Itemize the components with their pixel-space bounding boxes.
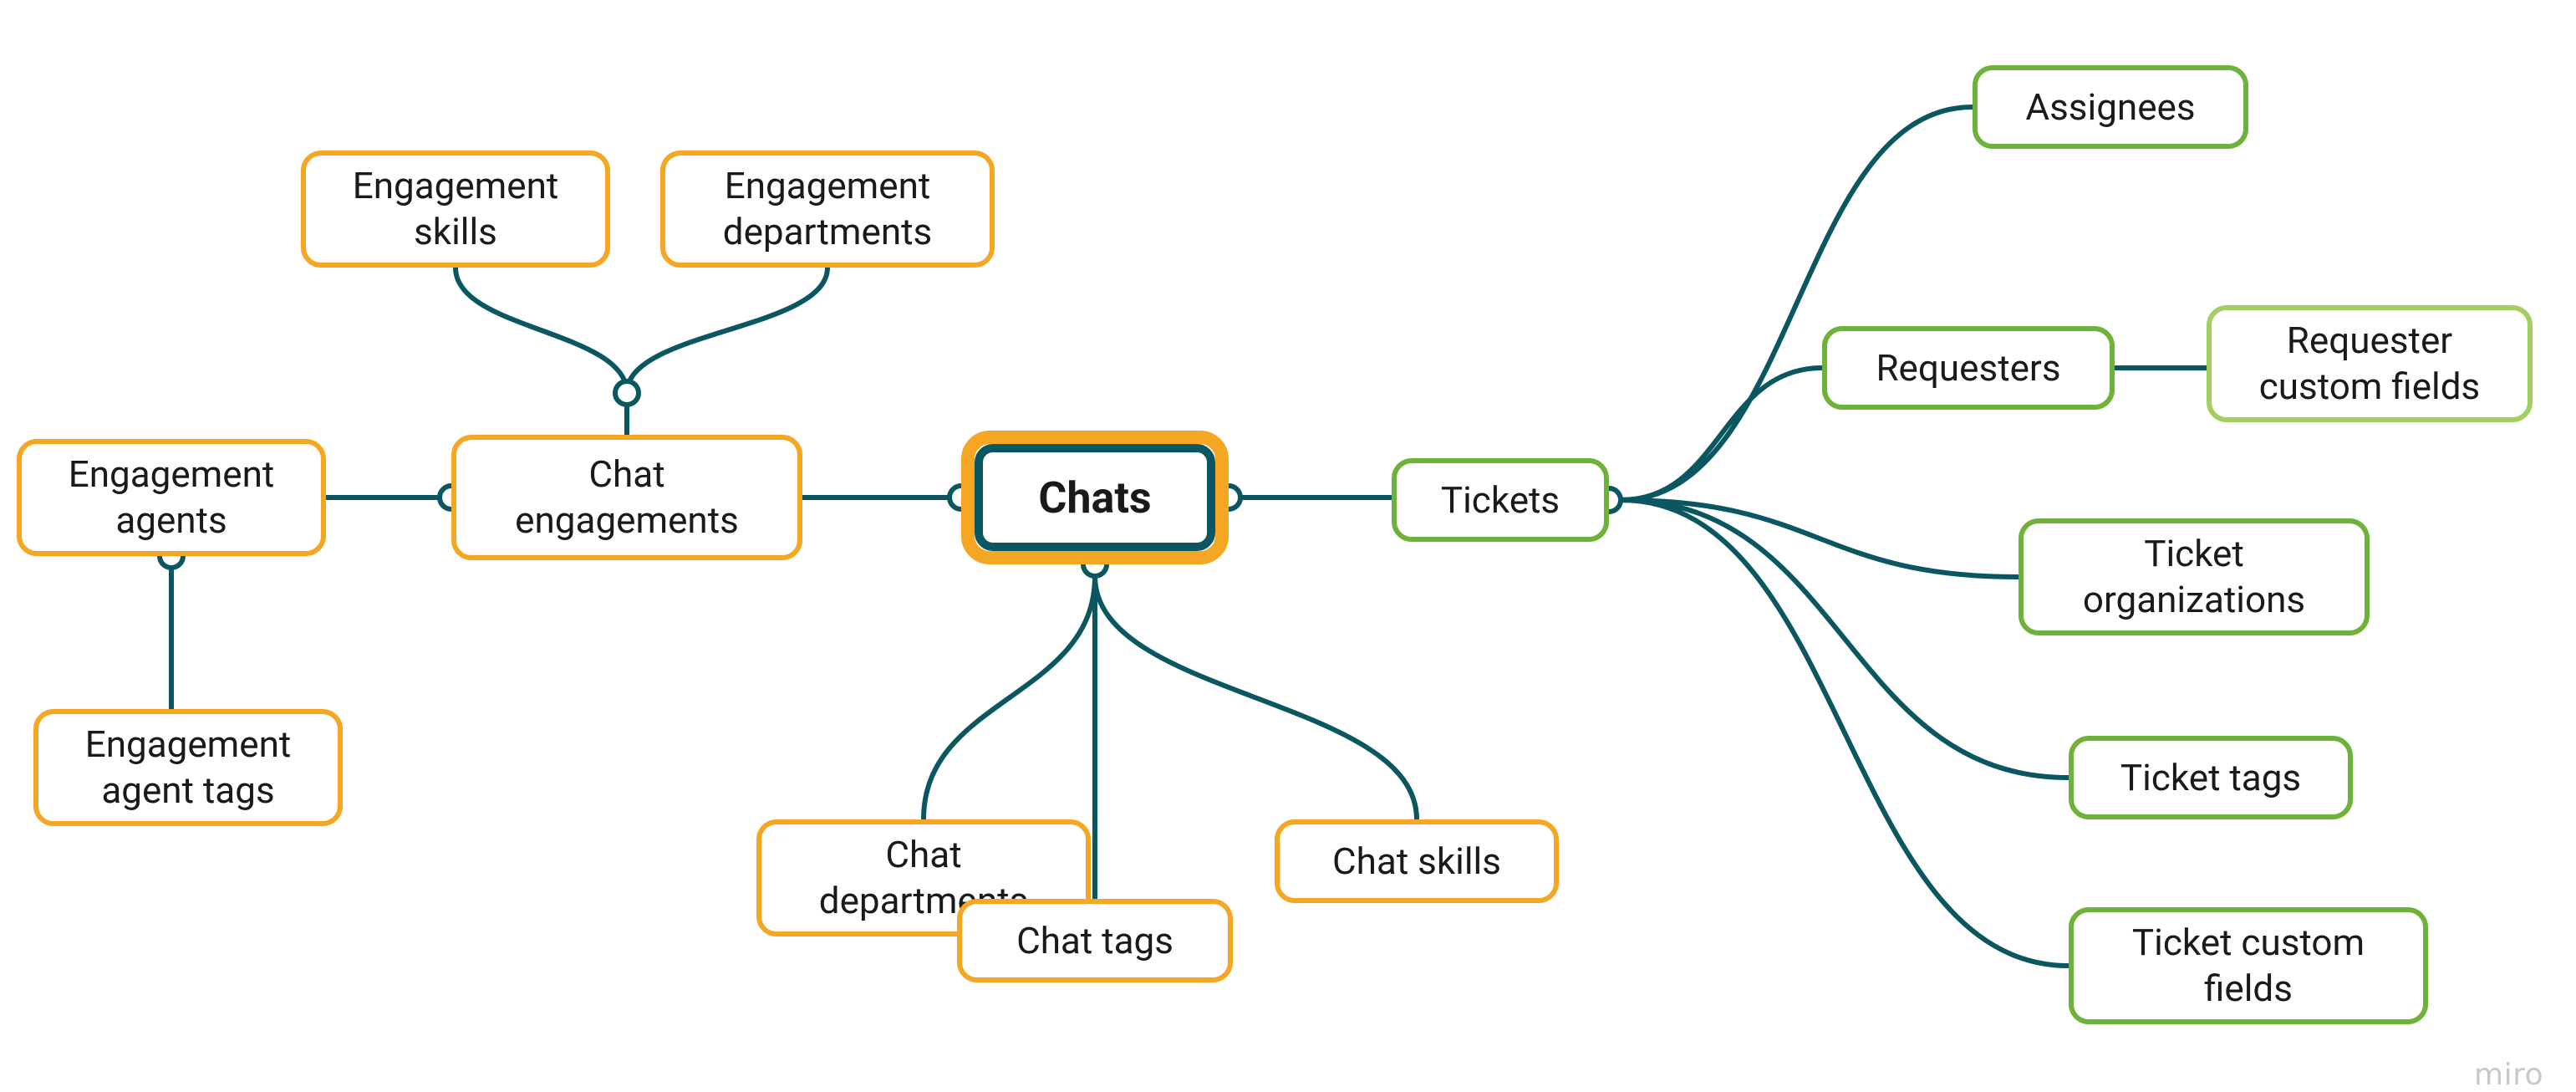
node-ticket-tags: Ticket tags	[2069, 736, 2353, 819]
node-label-chat-skills: Chat skills	[1332, 839, 1501, 885]
node-label-chat-tags: Chat tags	[1016, 918, 1173, 964]
node-label-engagement-skills: Engagement skills	[323, 163, 588, 255]
node-chat-tags: Chat tags	[957, 899, 1233, 982]
node-label-engagement-agents: Engagement agents	[38, 452, 304, 543]
node-engagement-departments: Engagement departments	[660, 151, 995, 268]
node-label-engagement-departments: Engagement departments	[682, 163, 973, 255]
node-label-ticket-custom-fields: Ticket custom fields	[2090, 920, 2406, 1012]
node-requester-custom-fields: Requester custom fields	[2207, 305, 2533, 422]
node-engagement-skills: Engagement skills	[301, 151, 610, 268]
node-requesters: Requesters	[1822, 326, 2115, 410]
node-assignees: Assignees	[1973, 65, 2248, 149]
node-label-ticket-organizations: Ticket organizations	[2040, 531, 2348, 623]
node-label-requesters: Requesters	[1876, 345, 2060, 391]
node-engagement-agent-tags: Engagement agent tags	[33, 709, 343, 826]
node-ticket-organizations: Ticket organizations	[2019, 518, 2370, 635]
node-label-engagement-agent-tags: Engagement agent tags	[55, 722, 321, 814]
diagram-canvas: Chats Engagement agents Engagement agent t…	[0, 0, 2576, 1084]
node-tickets: Tickets	[1392, 458, 1609, 542]
node-label-chats: Chats	[1038, 471, 1151, 525]
node-label-ticket-tags: Ticket tags	[2120, 755, 2301, 801]
node-ticket-custom-fields: Ticket custom fields	[2069, 907, 2428, 1024]
node-label-tickets: Tickets	[1441, 477, 1560, 523]
node-chat-skills: Chat skills	[1275, 819, 1559, 903]
miro-watermark: miro	[2474, 1058, 2543, 1092]
node-label-chat-engagements: Chat engagements	[473, 452, 781, 543]
node-label-assignees: Assignees	[2025, 84, 2195, 130]
node-chats: Chats	[961, 431, 1229, 564]
node-chat-engagements: Chat engagements	[451, 435, 802, 560]
node-label-requester-custom-fields: Requester custom fields	[2228, 318, 2511, 410]
node-engagement-agents: Engagement agents	[17, 439, 326, 556]
